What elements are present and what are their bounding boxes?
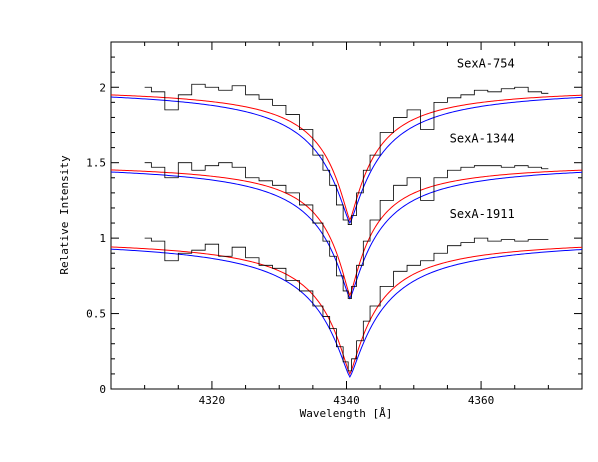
y-tick-label: 1.5 <box>86 157 106 170</box>
series-group <box>110 83 583 379</box>
x-tick-label: 4340 <box>333 394 360 407</box>
model-red-line <box>110 246 583 376</box>
y-tick-label: 1 <box>99 232 106 245</box>
observed-spectrum-line <box>144 83 549 225</box>
model-blue-line <box>110 96 583 225</box>
star-label: SexA-754 <box>457 56 515 70</box>
observed-spectrum-line <box>144 237 549 372</box>
y-tick-label: 0.5 <box>86 308 106 321</box>
y-axis-label: Relative Intensity <box>58 155 71 275</box>
x-tick-label: 4360 <box>468 394 495 407</box>
model-blue-line <box>110 248 583 379</box>
y-tick-label: 2 <box>99 81 106 94</box>
x-axis-label: Wavelength [Å] <box>300 407 393 420</box>
star-label: SexA-1911 <box>450 207 515 221</box>
model-red-line <box>110 169 583 297</box>
model-blue-line <box>110 171 583 300</box>
ticks: 4320 4340 4360 0 0.5 1 1.5 2 <box>86 42 582 407</box>
star-labels: SexA-754 SexA-1344 SexA-1911 <box>450 56 515 221</box>
y-tick-label: 0 <box>99 383 106 396</box>
model-red-line <box>110 94 583 222</box>
observed-spectrum-line <box>144 162 549 299</box>
star-label: SexA-1344 <box>450 132 515 146</box>
x-tick-label: 4320 <box>199 394 226 407</box>
